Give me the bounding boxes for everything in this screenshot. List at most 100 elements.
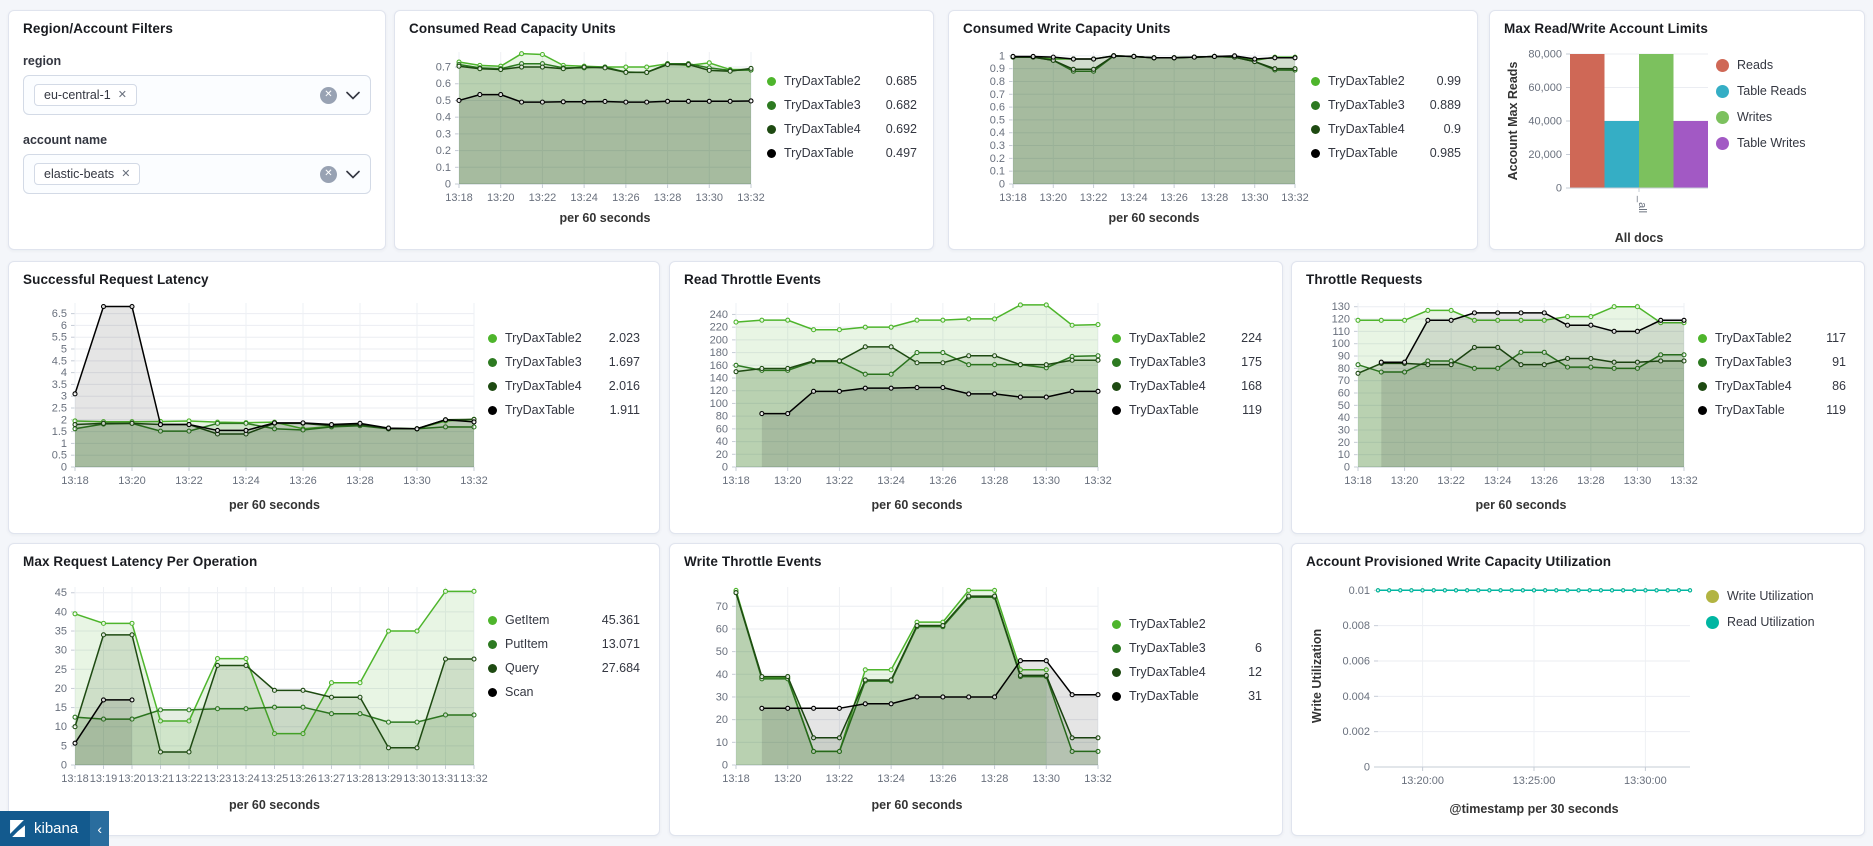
legend-item-trydaxtable4[interactable]: TryDaxTable4 12 [1112, 665, 1262, 679]
tag-remove-icon[interactable]: ✕ [117, 88, 127, 101]
data-point [1541, 349, 1547, 355]
legend-swatch-icon [488, 615, 497, 625]
data-point [72, 740, 78, 746]
legend-value: 0.685 [885, 74, 917, 88]
legend-item-trydaxtable2[interactable]: TryDaxTable2 2.023 [488, 331, 640, 345]
data-point [888, 324, 894, 330]
write-capacity-utilization-chart[interactable]: 0 0.002 0.004 0.006 0.008 0.01 13:20:00 13:25:0… [1306, 569, 1706, 824]
max-request-latency-chart[interactable]: 0 5 10 15 20 25 30 35 40 45 13:18 13:19 13:20 13:21 13… [23, 569, 488, 820]
legend-item-trydaxtable4[interactable]: TryDaxTable4 2.016 [488, 379, 640, 393]
legend-item-trydaxtable3[interactable]: TryDaxTable3 175 [1112, 355, 1262, 369]
data-point [1069, 388, 1075, 394]
consumed-read-capacity-units-plot: 0 0.1 0.2 0.3 0.4 0.5 0.6 0.7 13:18 13:20 13:22 13:… [436, 51, 765, 225]
data-point [1565, 314, 1571, 320]
data-point [623, 64, 629, 70]
max-read-write-limits-chart[interactable]: 0 20,000 40,000 60,000 80,000 _all All docs Acc… [1504, 36, 1716, 253]
data-point [1252, 56, 1258, 62]
legend-item-trydaxtable3[interactable]: TryDaxTable3 91 [1698, 355, 1846, 369]
legend-item-trydaxtable4[interactable]: TryDaxTable4 0.9 [1311, 122, 1461, 136]
x-tick-label: 13:25:00 [1513, 775, 1556, 787]
legend-item-trydaxtable3[interactable]: TryDaxTable3 0.889 [1311, 98, 1461, 112]
legend-item-trydaxtable4[interactable]: TryDaxTable4 0.692 [767, 122, 917, 136]
data-point [785, 365, 791, 372]
panel-region-account-filters: Region/Account Filters region eu-central… [8, 10, 386, 250]
data-point [1681, 317, 1687, 323]
legend-item-trydaxtable4[interactable]: TryDaxTable4 86 [1698, 379, 1846, 393]
consumed-write-capacity-chart[interactable]: 0 0.1 0.2 0.3 0.4 0.5 0.6 0.7 0.8 0.9 1 13:18 13:20 1… [963, 36, 1311, 233]
data-point [1471, 310, 1477, 316]
legend-item-trydaxtable[interactable]: TryDaxTable 0.497 [767, 146, 917, 160]
legend-item-trydaxtable[interactable]: TryDaxTable 31 [1112, 689, 1262, 703]
data-point [966, 353, 972, 359]
data-point [1211, 53, 1217, 60]
region-combobox[interactable]: eu-central-1 ✕ ✕ [23, 75, 371, 115]
data-point [498, 92, 504, 98]
y-tick-label: 0.7 [990, 89, 1005, 101]
legend-item-trydaxtable2[interactable]: TryDaxTable2 117 [1698, 331, 1846, 345]
data-point [759, 674, 765, 680]
clear-selection-icon[interactable]: ✕ [320, 165, 337, 183]
legend-item-trydaxtable2[interactable]: TryDaxTable2 0.99 [1311, 74, 1461, 88]
account-name-combobox[interactable]: elastic-beats ✕ ✕ [23, 154, 371, 194]
legend-item-write-utilization[interactable]: Write Utilization [1706, 589, 1846, 603]
chevron-down-icon[interactable] [346, 170, 360, 179]
legend-item-trydaxtable[interactable]: TryDaxTable 0.985 [1311, 146, 1461, 160]
legend-item-trydaxtable3[interactable]: TryDaxTable3 0.682 [767, 98, 917, 112]
legend-item-trydaxtable3[interactable]: TryDaxTable3 1.697 [488, 355, 640, 369]
y-tick-label: 0 [722, 462, 728, 474]
legend-item-trydaxtable2[interactable]: TryDaxTable2 0.685 [767, 74, 917, 88]
y-tick-label: 30 [55, 645, 67, 657]
data-point [914, 694, 920, 700]
data-point [157, 428, 164, 434]
legend-item-scan[interactable]: Scan [488, 685, 640, 699]
legend-item-trydaxtable4[interactable]: TryDaxTable4 168 [1112, 379, 1262, 393]
account-provisioned-write-capacity-utilization-plot: 0 0.002 0.004 0.006 0.008 0.01 13:20:00 13:25:0… [1310, 585, 1693, 816]
y-tick-label: 20,000 [1528, 149, 1562, 161]
clear-selection-icon[interactable]: ✕ [320, 86, 337, 104]
y-tick-label: 0.7 [436, 62, 451, 74]
x-tick-label: 13:18 [61, 773, 89, 785]
read-throttle-events-chart[interactable]: 0 20 40 60 80 100 120 140 160 180 200 220 240 13:18 13… [684, 287, 1112, 520]
data-point [414, 426, 420, 432]
legend-label: TryDaxTable4 [1328, 122, 1405, 136]
legend-swatch-icon [1112, 643, 1121, 653]
legend-item-trydaxtable[interactable]: TryDaxTable 119 [1112, 403, 1262, 417]
legend-item-putitem[interactable]: PutItem 13.071 [488, 637, 640, 651]
legend-label: TryDaxTable4 [784, 122, 861, 136]
data-point [940, 317, 946, 323]
consumed-read-capacity-chart[interactable]: 0 0.1 0.2 0.3 0.4 0.5 0.6 0.7 13:18 13:20 13:22 13:… [409, 36, 767, 233]
panel-title: Successful Request Latency [23, 272, 209, 287]
legend-item-read-utilization[interactable]: Read Utilization [1706, 615, 1846, 629]
data-point [498, 66, 504, 73]
chart-legend: Reads Table Reads Writes Table Writes [1716, 58, 1844, 162]
legend-item-trydaxtable2[interactable]: TryDaxTable2 224 [1112, 331, 1262, 345]
legend-item-query[interactable]: Query 27.684 [488, 661, 640, 675]
y-tick-label: 0.5 [436, 95, 451, 107]
x-axis-title: per 60 seconds [1475, 498, 1566, 512]
y-tick-label: 40 [1338, 412, 1350, 424]
data-point [811, 358, 817, 364]
data-point [385, 719, 392, 725]
chevron-down-icon[interactable] [346, 91, 360, 100]
legend-item-trydaxtable[interactable]: TryDaxTable 1.911 [488, 403, 640, 417]
tag-remove-icon[interactable]: ✕ [121, 167, 131, 180]
legend-item-reads[interactable]: Reads [1716, 58, 1844, 72]
throttle-requests-chart[interactable]: 0 10 20 30 40 50 60 70 80 90 100 110 120 130 13:18 13:2… [1306, 287, 1698, 520]
y-tick-label: 0.6 [990, 102, 1005, 114]
data-point [1634, 365, 1640, 371]
legend-item-table-reads[interactable]: Table Reads [1716, 84, 1844, 98]
legend-item-trydaxtable3[interactable]: TryDaxTable3 6 [1112, 641, 1262, 655]
data-point [1069, 357, 1075, 363]
data-point [1518, 362, 1524, 368]
legend-item-getitem[interactable]: GetItem 45.361 [488, 613, 640, 627]
legend-item-trydaxtable2[interactable]: TryDaxTable2 [1112, 617, 1262, 631]
write-throttle-events-chart[interactable]: 0 10 20 30 40 50 60 70 13:18 13:20 13:22 13:24 13:26… [684, 569, 1112, 820]
legend-item-writes[interactable]: Writes [1716, 110, 1844, 124]
series-area [736, 352, 1098, 467]
data-point [862, 667, 868, 673]
y-tick-label: 0 [1344, 462, 1350, 474]
successful-request-latency-chart[interactable]: 0 0.5 1 1.5 2 2.5 3 3.5 4 4.5 5 5.5 6 6.5 13:18 13:20 13… [23, 287, 488, 520]
legend-item-trydaxtable[interactable]: TryDaxTable 119 [1698, 403, 1846, 417]
legend-item-table-writes[interactable]: Table Writes [1716, 136, 1844, 150]
collapse-nav-icon[interactable]: ‹ [90, 811, 110, 846]
